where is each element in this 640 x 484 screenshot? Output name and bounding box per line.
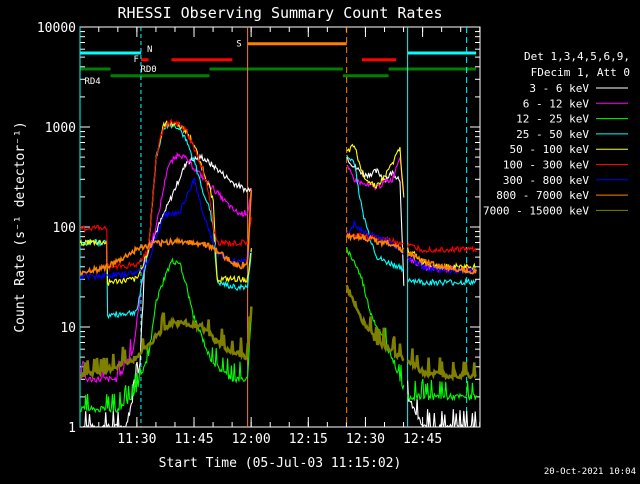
legend-entry-label: 800 - 7000 keV [496,189,589,202]
series-line-7000-15000-kev [80,284,478,382]
legend-entry-label: 7000 - 15000 keV [483,204,589,217]
legend-entry-label: 25 - 50 keV [516,128,589,141]
series-group [80,118,478,427]
x-tick-label: 11:45 [174,432,213,447]
x-tick-label: 12:30 [346,432,385,447]
legend-header-line-2: FDecim 1, Att 0 [531,66,630,79]
series-line-25-50-kev [80,121,477,320]
flag-label-s: S [236,40,241,50]
flag-label-rd0: RD0 [140,65,156,75]
y-axis-label: Count Rate (s⁻¹ detector⁻¹) [13,121,28,332]
legend-entry-label: 100 - 300 keV [503,159,589,172]
render-timestamp: 20-Oct-2021 10:04 [544,467,636,477]
y-tick-label: 10 [60,321,76,336]
series-line-6-12-kev [80,151,477,384]
legend-entry-label: 300 - 800 keV [503,174,589,187]
legend-header-line-1: Det 1,3,4,5,6,9, [524,50,630,63]
y-tick-label: 100 [53,221,76,236]
flag-label-n: N [147,45,152,55]
series-line-12-25-kev [80,247,477,414]
chart-title: RHESSI Observing Summary Count Rates [117,4,442,22]
legend-entry-label: 3 - 6 keV [529,82,589,95]
series-line-3-6-kev [80,153,477,427]
legend-entry-label: 6 - 12 keV [523,97,590,110]
x-axis-label: Start Time (05-Jul-03 11:15:02) [159,456,402,471]
series-line-800-7000-kev [80,189,477,276]
y-tick-label: 10000 [37,21,76,36]
legend-entry-label: 50 - 100 keV [510,143,590,156]
x-tick-label: 12:15 [289,432,328,447]
y-tick-label: 1 [68,421,76,436]
y-tick-label: 1000 [45,121,76,136]
legend-entry-label: 12 - 25 keV [516,113,589,126]
x-tick-label: 11:30 [117,432,156,447]
x-tick-label: 12:45 [403,432,442,447]
x-tick-label: 12:00 [232,432,271,447]
flag-label-rd4: RD4 [84,77,100,87]
flag-label-f: F [134,55,139,65]
